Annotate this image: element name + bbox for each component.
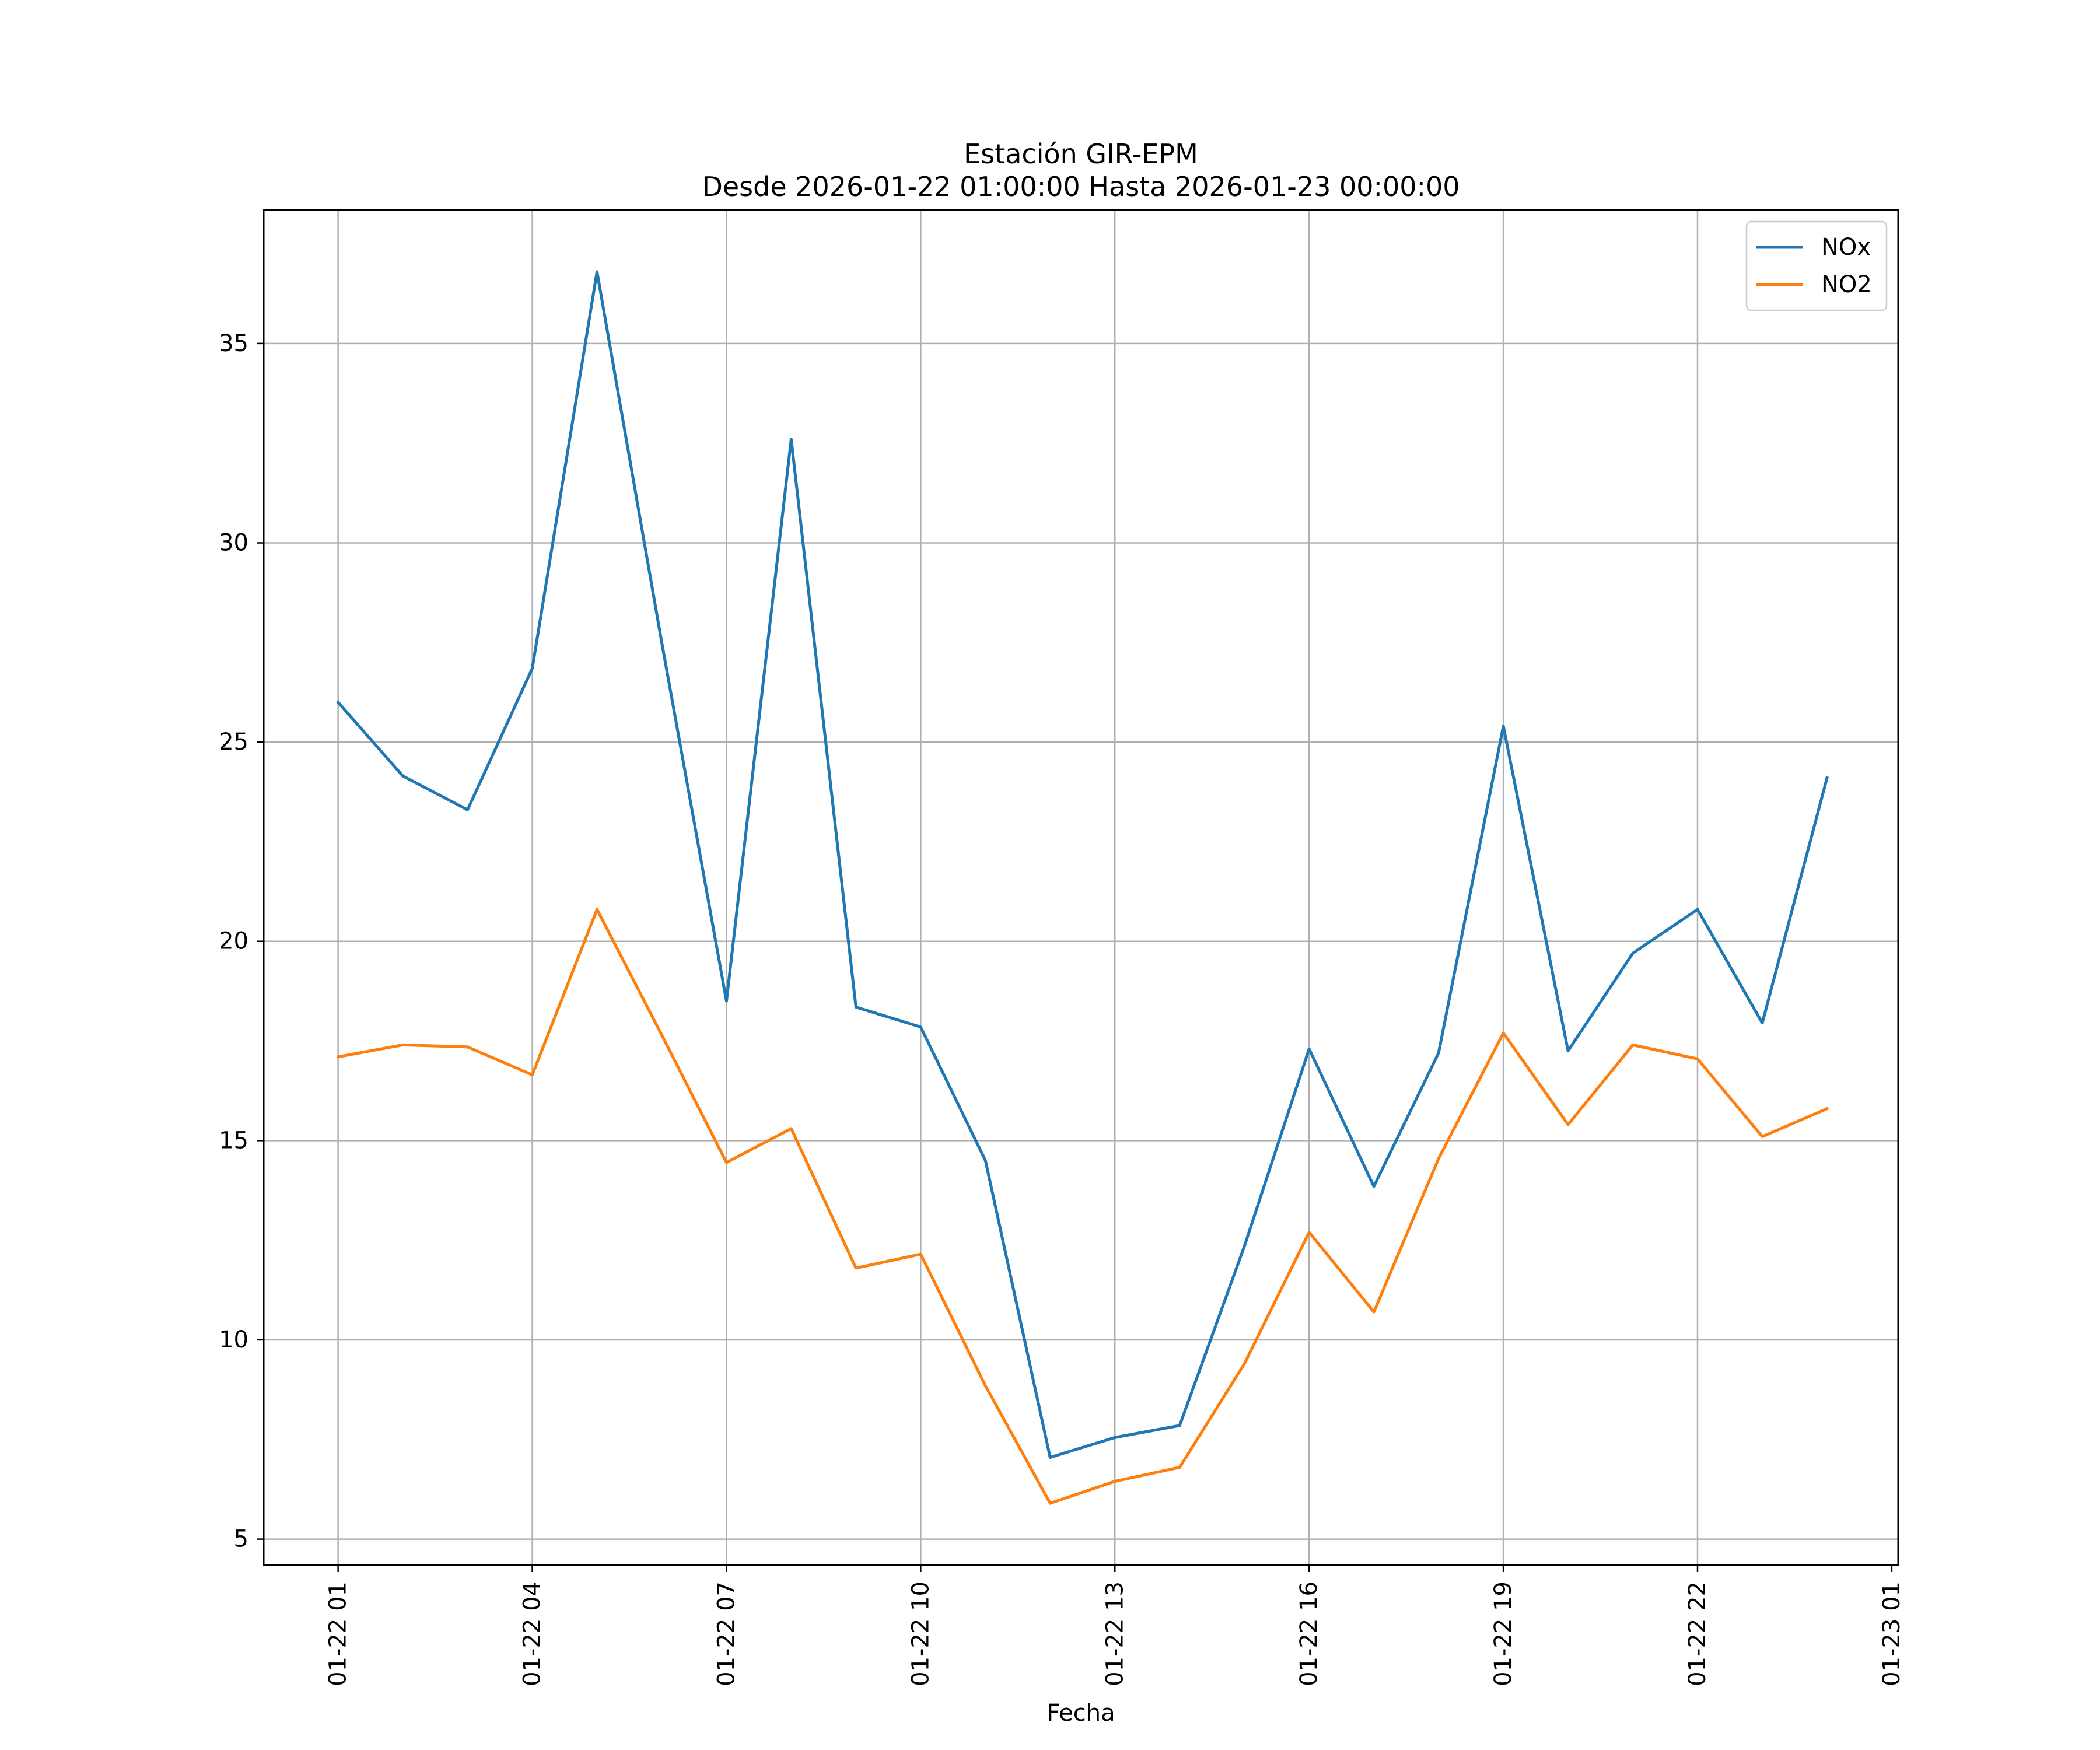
y-tick-label: 10 [219, 1326, 249, 1353]
chart-title-line-1: Estación GIR-EPM [964, 138, 1198, 170]
x-tick-label: 01-22 10 [907, 1581, 934, 1686]
plot-frame [262, 209, 1899, 1566]
y-tick-label: 30 [219, 530, 249, 556]
x-axis-label: Fecha [1046, 1700, 1115, 1727]
series-lines [336, 270, 1829, 1505]
chart-title-line-2: Desde 2026-01-22 01:00:00 Hasta 2026-01-… [702, 171, 1460, 202]
legend-label-no2: NO2 [1821, 271, 1872, 298]
y-tick-label: 15 [219, 1127, 249, 1154]
x-tick-label: 01-22 19 [1490, 1581, 1517, 1686]
x-tick-label: 01-22 07 [713, 1581, 740, 1686]
x-tick-label: 01-23 01 [1878, 1581, 1905, 1686]
x-tick-label: 01-22 01 [325, 1581, 352, 1686]
legend-box [1745, 220, 1888, 312]
series-line-nox [336, 270, 1829, 1460]
y-tick-label: 25 [219, 729, 249, 755]
x-tick-label: 01-22 16 [1296, 1581, 1322, 1686]
legend: NOx NO2 [1745, 220, 1888, 312]
x-tick-label: 01-22 04 [519, 1581, 546, 1686]
y-axis: 5 10 15 20 25 30 35 [219, 330, 264, 1553]
x-tick-label: 01-22 22 [1684, 1581, 1711, 1686]
x-tick-label: 01-22 13 [1101, 1581, 1128, 1686]
y-tick-label: 20 [219, 928, 249, 955]
x-axis: 01-22 01 01-22 04 01-22 07 01-22 10 01-22 13… [325, 1565, 1905, 1686]
series-line-no2 [336, 908, 1829, 1505]
grid [264, 210, 1898, 1565]
y-tick-label: 35 [219, 330, 249, 357]
y-tick-label: 5 [234, 1526, 249, 1553]
legend-label-nox: NOx [1821, 234, 1871, 261]
